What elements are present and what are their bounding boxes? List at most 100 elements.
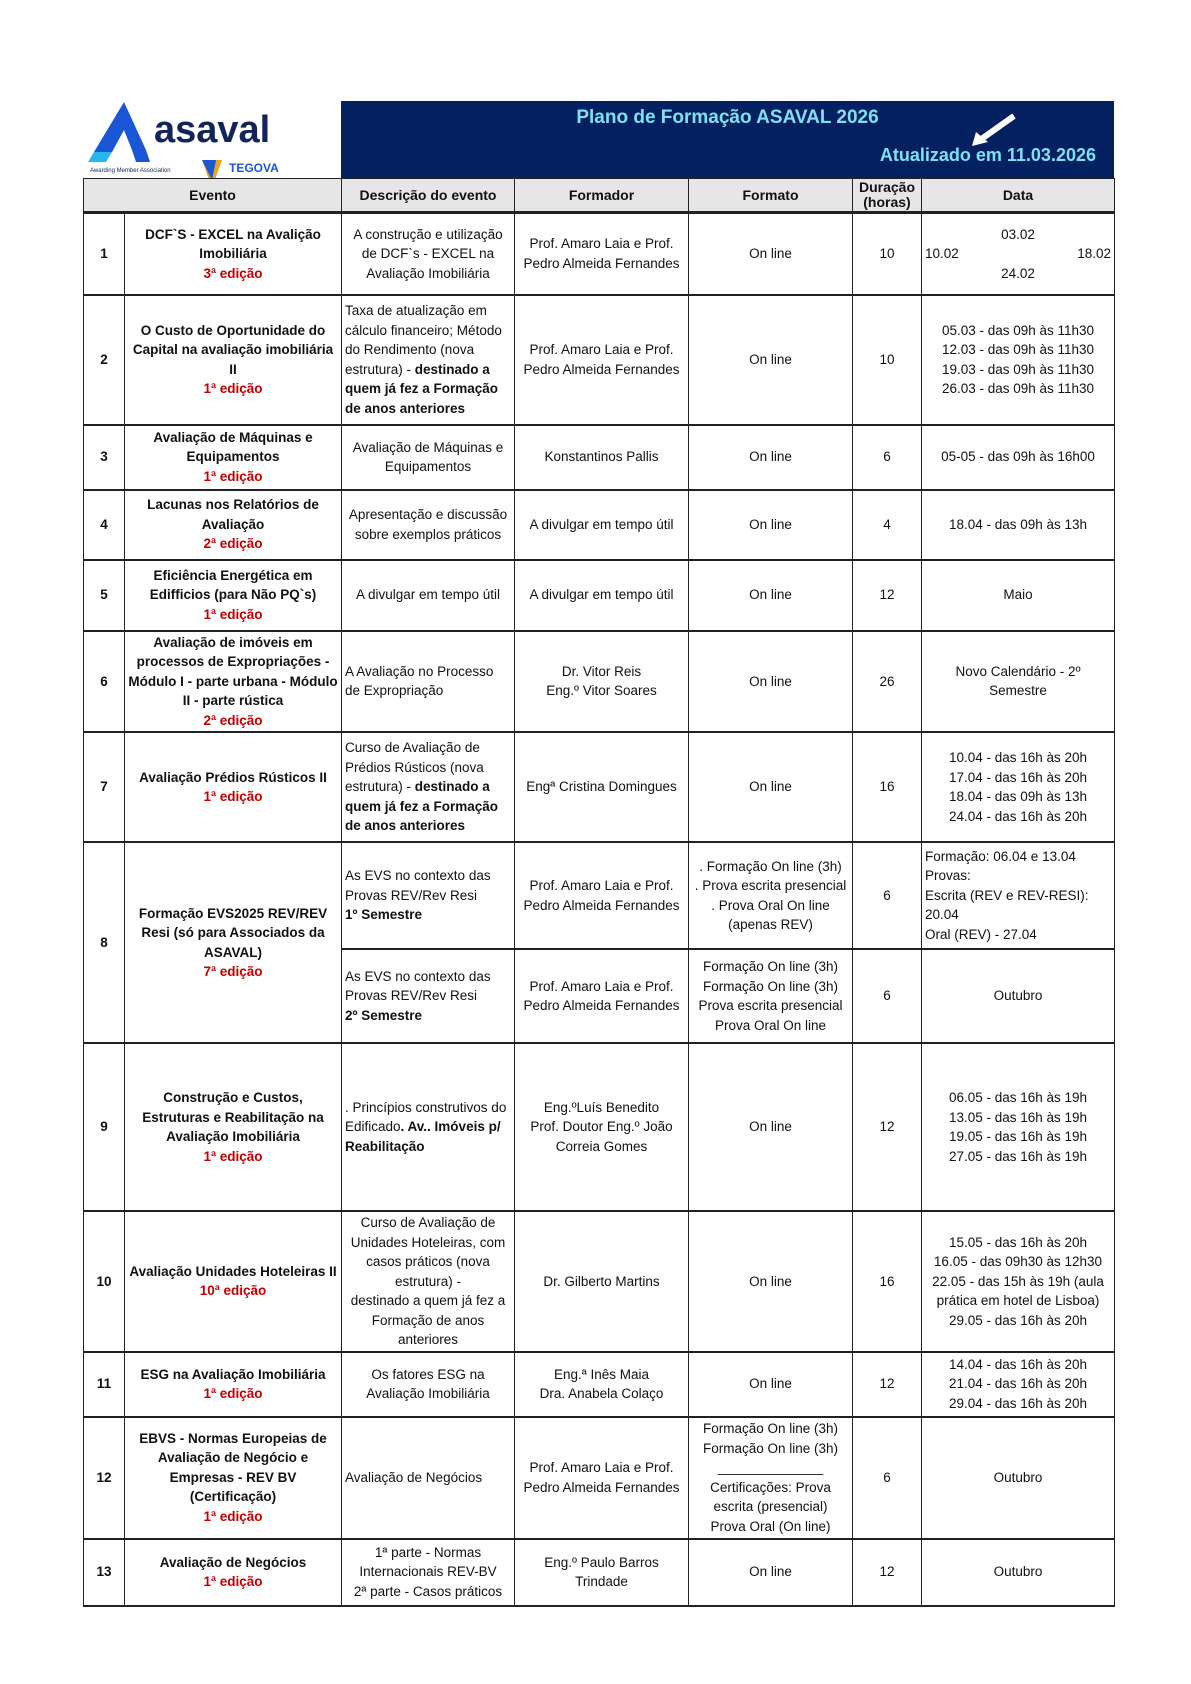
cell-line: A Avaliação no Processo de Expropriação [345, 663, 494, 699]
cell-line: 17.04 - das 16h às 20h [948, 769, 1088, 785]
event-name: Lacunas nos Relatórios de Avaliação [147, 497, 319, 532]
format-cell: . Formação On line (3h) . Prova escrita p… [688, 841, 853, 950]
table-row: 11 ESG na Avaliação Imobiliária 1ª edição O… [83, 1351, 1115, 1418]
trainer-cell: Prof. Amaro Laia e Prof. Pedro Almeida F… [514, 841, 689, 950]
cell-line: On line [749, 449, 792, 465]
edition: 1ª edição [203, 606, 263, 622]
hours-cell: 12 [852, 1042, 922, 1212]
trainer-cell: Eng.ª Inês Maia Dra. Anabela Colaço [514, 1351, 689, 1418]
cell-line: Provas: [925, 868, 971, 884]
asaval-logo: asaval Awarding Member Association TEGOV… [84, 100, 340, 188]
cell-line: Outubro [993, 1564, 1043, 1580]
table-row: 12 EBVS - Normas Europeias de Avaliação d… [83, 1416, 1115, 1540]
cell-line: Formação On line (3h) [702, 959, 839, 974]
format-cell: On line [688, 1351, 853, 1418]
trainer-cell: Dr. Gilberto Martins [514, 1210, 689, 1353]
event-name: Construção e Custos, Estruturas e Reabil… [142, 1090, 324, 1144]
cell-line: On line [749, 246, 792, 261]
event-name: DCF`S - EXCEL na Avalição Imobiliária [145, 226, 321, 262]
format-cell: On line [688, 294, 853, 426]
description-cell: Avaliação de Máquinas e Equipamentos [341, 424, 515, 491]
row-number: 8 [83, 841, 125, 1044]
hours-cell: 12 [852, 559, 922, 632]
cell-line: A divulgar em tempo útil [355, 587, 501, 603]
svg-text:Awarding Member Association: Awarding Member Association [90, 168, 171, 174]
description-cell: Avaliação de Negócios [341, 1416, 515, 1540]
hours-cell: 16 [852, 731, 922, 843]
edition: 2ª edição [203, 712, 263, 728]
cell-line: Novo Calendário - 2º Semestre [955, 663, 1081, 699]
cell-line: Prova escrita presencial [698, 998, 843, 1013]
date-cell: 15.05 - das 16h às 20h 16.05 - das 09h30 … [921, 1210, 1115, 1353]
date-cell: 18.04 - das 09h às 13h [921, 489, 1115, 561]
trainer-cell: Eng.º Paulo Barros Trindade [514, 1538, 689, 1607]
event-cell: Lacunas nos Relatórios de Avaliação 2ª ed… [124, 489, 342, 561]
description-cell: Os fatores ESG na Avaliação Imobiliária [341, 1351, 515, 1418]
cell-line: Certificações: Prova escrita (presencial… [710, 1479, 831, 1515]
date-cell: 05.03 - das 09h às 11h30 12.03 - das 09h … [921, 294, 1115, 426]
cell-line: 2ª parte - Casos práticos [353, 1583, 503, 1599]
cell-line: Dr. Gilberto Martins [543, 1273, 660, 1289]
row-number: 1 [83, 212, 125, 296]
cell-line: Prova Oral On line [714, 1017, 827, 1033]
cell-line: 21.04 - das 16h às 20h [948, 1376, 1088, 1392]
cell-line: Eng.º Paulo Barros Trindade [544, 1554, 659, 1590]
date-cell: Outubro [921, 948, 1115, 1044]
description-cell: As EVS no contexto das Provas REV/Rev Re… [341, 948, 515, 1044]
table-row: 3 Avaliação de Máquinas e Equipamentos 1ª … [83, 424, 1115, 491]
event-name: Avaliação Prédios Rústicos II [139, 769, 327, 785]
edition: 1ª edição [203, 468, 263, 484]
event-cell: Avaliação de imóveis em processos de Exp… [124, 630, 342, 733]
cell-line: 14.04 - das 16h às 20h [948, 1356, 1088, 1372]
edition: 1ª edição [203, 1574, 263, 1589]
hours-cell: 6 [852, 424, 922, 491]
col-formato: Formato [688, 178, 853, 214]
cell-line: Formação On line (3h) [702, 1440, 839, 1456]
table-row: As EVS no contexto das Provas REV/Rev Re… [84, 948, 1115, 1044]
cell-line: Prova Oral (On line) [710, 1518, 831, 1534]
date-cell: 14.04 - das 16h às 20h 21.04 - das 16h às… [921, 1351, 1115, 1418]
page-title: Plano de Formação ASAVAL 2026 [576, 107, 879, 128]
date-cell: Outubro [921, 1538, 1115, 1607]
cell-line: 19.03 - das 09h às 11h30 [941, 361, 1095, 377]
row-number: 4 [83, 489, 125, 561]
date-cell: 03.02 10.02 18.02 24.02 [921, 212, 1115, 296]
col-data: Data [921, 178, 1115, 214]
cell-line: Prof. Amaro Laia e Prof. Pedro Almeida F… [523, 342, 680, 377]
trainer-cell: Prof. Amaro Laia e Prof. Pedro Almeida F… [514, 948, 689, 1044]
row-number: 12 [83, 1416, 125, 1540]
cell-line: Oral (REV) - 27.04 [925, 926, 1037, 942]
row-number: 11 [83, 1351, 125, 1418]
col-descricao: Descrição do evento [341, 178, 515, 214]
cell-line: 18.04 - das 09h às 13h [948, 789, 1088, 804]
cell-line: Prof. Amaro Laia e Prof. Pedro Almeida F… [523, 1460, 680, 1495]
cell-line: 13.05 - das 16h às 19h [948, 1109, 1088, 1125]
hours-cell: 26 [852, 630, 922, 733]
cell-line: Dr. Vitor Reis [561, 663, 642, 679]
row-number: 7 [83, 731, 125, 843]
description-cell: 1ª parte - Normas Internacionais REV-BV 2… [341, 1538, 515, 1607]
date-cell: Maio [921, 559, 1115, 632]
cell-line: A divulgar em tempo útil [529, 587, 674, 603]
format-cell: On line [688, 731, 853, 843]
row-number: 3 [83, 424, 125, 491]
event-name: O Custo de Oportunidade do Capital na av… [132, 322, 334, 377]
trainer-cell: Prof. Amaro Laia e Prof. Pedro Almeida F… [514, 294, 689, 426]
description-cell: A Avaliação no Processo de Expropriação [341, 630, 515, 733]
row-number: 10 [83, 1210, 125, 1353]
cell-line: Outubro [993, 1469, 1043, 1485]
edition: 1ª edição [203, 381, 263, 396]
hours-cell: 12 [852, 1351, 922, 1418]
cell-line: A divulgar em tempo útil [529, 516, 674, 532]
event-name: Avaliação Unidades Hoteleiras II [129, 1263, 337, 1279]
cell-line: 29.04 - das 16h às 20h [948, 1395, 1088, 1411]
cell-line: . Prova Oral On line [711, 897, 830, 913]
edition: 1ª edição [203, 1386, 263, 1401]
edition: 1ª edição [203, 789, 263, 804]
format-cell: Formação On line (3h) Formação On line (3… [688, 948, 853, 1044]
cell-line: Curso de Avaliação de Unidades Hoteleira… [350, 1215, 506, 1289]
format-cell: On line [688, 1042, 853, 1212]
cell-line: Formação: 06.04 e 13.04 [925, 848, 1076, 864]
table-row: 9 Construção e Custos, Estruturas e Reabi… [83, 1042, 1115, 1212]
event-name: Formação EVS2025 REV/REV Resi (só para A… [138, 905, 328, 960]
